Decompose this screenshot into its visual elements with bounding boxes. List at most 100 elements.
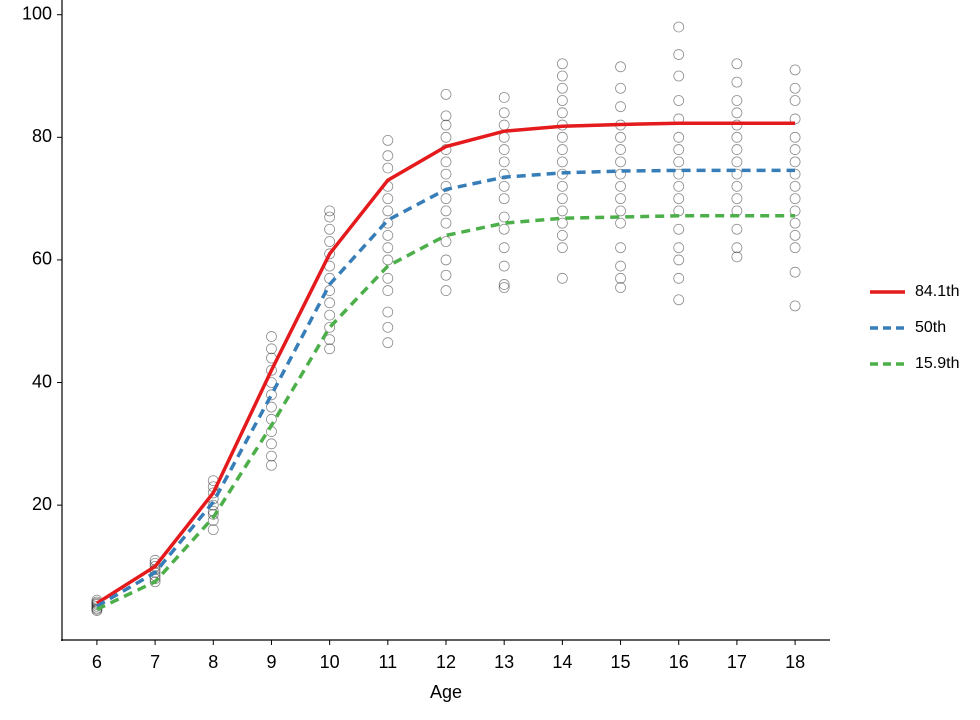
point [731,76,743,88]
point [382,285,394,296]
point [789,144,801,155]
x-tick-label: 6 [92,652,102,672]
point [498,92,510,103]
point [673,144,685,155]
point [556,95,568,106]
point [266,459,277,471]
x-tick-label: 10 [320,652,340,672]
x-tick-label: 12 [436,652,456,672]
point [440,236,452,247]
point [498,260,510,272]
point [324,236,336,247]
point [731,193,743,205]
point [440,254,452,266]
point [324,321,336,333]
point [266,450,277,462]
point [382,230,394,241]
point [324,343,336,355]
y-tick-label: 60 [32,249,52,269]
x-axis-label: Age [430,682,462,702]
point [673,156,685,168]
point [382,337,394,349]
point [615,282,626,293]
point [266,401,277,413]
point [324,211,336,223]
point [789,242,801,254]
point [556,193,568,205]
point [556,242,568,254]
point [731,180,743,192]
point [615,61,626,73]
point [440,119,452,131]
point [324,334,336,346]
point [789,82,801,94]
point [498,242,510,254]
point [266,331,277,342]
point [266,343,277,355]
legend-label: 15.9th [915,355,959,372]
point [615,272,626,284]
point [615,144,626,155]
point [673,223,685,235]
y-tick-label: 40 [32,371,52,391]
point [556,82,568,94]
point [498,168,510,180]
x-tick-label: 16 [669,652,689,672]
point [207,508,219,520]
point [382,242,394,254]
point [498,193,510,205]
y-tick-label: 80 [32,126,52,146]
point [498,279,510,290]
point [556,272,568,284]
point [615,101,626,113]
legend-label: 84.1th [915,283,959,300]
point [731,156,743,168]
point [324,223,336,235]
point [556,230,568,241]
point [498,119,510,131]
point [440,131,452,143]
point [498,211,510,223]
point [673,294,685,306]
point [789,131,801,143]
point [789,64,801,76]
point [382,205,394,217]
point [556,217,568,229]
point [731,168,743,180]
point [673,193,685,205]
point [556,144,568,155]
point [789,300,801,312]
series-line [96,214,796,611]
point [615,205,626,217]
point [615,193,626,205]
point [440,156,452,168]
point [440,217,452,229]
series-line [95,121,796,605]
point [673,70,685,82]
y-tick-label: 20 [32,494,52,514]
point [382,254,394,266]
x-tick-label: 17 [727,652,747,672]
point [731,95,743,106]
point [440,269,452,281]
point [615,217,626,229]
point [731,242,743,254]
point [673,272,685,284]
point [382,134,394,146]
point [789,230,801,241]
point [440,89,452,100]
point [731,251,743,263]
point [498,282,510,293]
point [556,131,568,143]
point [789,217,801,229]
point [382,272,394,284]
point [731,223,743,235]
point [731,131,743,143]
point [556,107,568,119]
point [615,260,626,272]
point [556,70,568,82]
x-tick-label: 9 [266,652,276,672]
point [266,438,277,450]
point [440,193,452,205]
